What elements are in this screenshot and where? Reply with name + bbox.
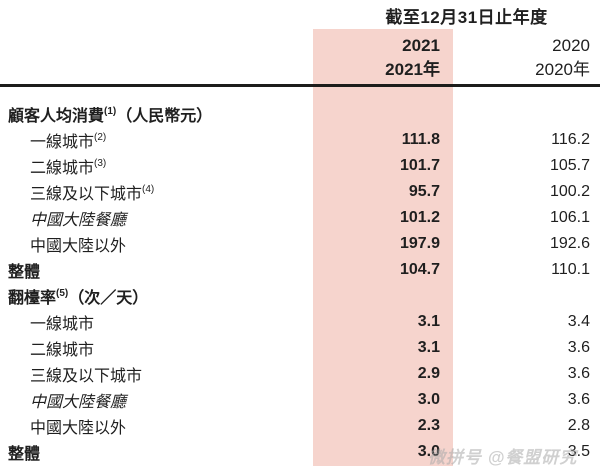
cell-2020: 3.4 — [567, 313, 590, 330]
table-row: 三線及以下城市(4) 95.7 100.2 — [0, 179, 590, 205]
row-label-suffix: （次／天） — [68, 290, 149, 307]
cell-2021: 101.2 — [399, 209, 440, 226]
cell-2020: 2.8 — [567, 417, 590, 434]
row-label: 中國大陸以外 — [0, 232, 310, 256]
cell-2021: 101.7 — [399, 157, 440, 174]
cell-2020: 3.6 — [567, 365, 590, 382]
footnote-ref: (5) — [56, 287, 69, 299]
row-label-text: 一線城市 — [30, 316, 95, 333]
row-label-text: 翻檯率 — [8, 290, 57, 307]
row-label: 二線城市(3) — [0, 154, 310, 178]
cell-2021: 2.9 — [417, 365, 440, 382]
column-header-2020: 2020 2020年 — [535, 34, 590, 82]
cell-2020: 3.5 — [567, 443, 590, 460]
cell-2021: 111.8 — [401, 131, 440, 148]
row-label: 整體 — [0, 440, 310, 464]
row-label-text: 二線城市 — [30, 160, 95, 177]
footnote-ref: (1) — [104, 105, 117, 117]
footnote-ref: (4) — [142, 183, 155, 195]
table-body: 顧客人均消費(1)（人民幣元） 一線城市(2) 111.8 116.2 二線城市… — [0, 101, 600, 465]
column-header-2021: 2021 2021年 — [385, 34, 440, 82]
row-label: 三線及以下城市 — [0, 362, 310, 386]
row-label: 一線城市(2) — [0, 128, 310, 152]
row-label-text: 二線城市 — [30, 342, 95, 359]
table-row-total: 整體 3.0 3.5 — [0, 439, 590, 465]
table-row: 中國大陸餐廳 3.0 3.6 — [0, 387, 590, 413]
row-label: 二線城市 — [0, 336, 310, 360]
column-header-2021-line2: 2021年 — [385, 60, 440, 79]
row-label-text: 整體 — [8, 446, 41, 463]
cell-2021: 3.1 — [417, 339, 440, 356]
column-header-2021-line1: 2021 — [402, 36, 440, 55]
table-row: 一線城市 3.1 3.4 — [0, 309, 590, 335]
cell-2021: 197.9 — [399, 235, 440, 252]
cell-2021: 2.3 — [417, 417, 440, 434]
table-row: 三線及以下城市 2.9 3.6 — [0, 361, 590, 387]
column-header-2020-line2: 2020年 — [535, 60, 590, 79]
cell-2021: 3.1 — [417, 313, 440, 330]
cell-2021: 3.0 — [417, 443, 440, 460]
cell-2021: 95.7 — [408, 183, 440, 200]
cell-2020: 116.2 — [551, 131, 590, 148]
row-label-text: 中國大陸餐廳 — [30, 212, 127, 229]
table-row-total: 整體 104.7 110.1 — [0, 257, 590, 283]
row-label: 三線及以下城市(4) — [0, 180, 310, 204]
row-label-text: 三線及以下城市 — [30, 368, 143, 385]
column-header-2020-line1: 2020 — [552, 36, 590, 55]
row-label: 翻檯率(5)（次／天） — [0, 284, 310, 308]
row-label-text: 一線城市 — [30, 134, 95, 151]
highlight-column-band — [313, 29, 453, 466]
cell-2020: 100.2 — [549, 183, 590, 200]
row-label: 中國大陸餐廳 — [0, 206, 310, 230]
table-row: 二線城市 3.1 3.6 — [0, 335, 590, 361]
footnote-ref: (2) — [94, 131, 107, 143]
row-label: 中國大陸餐廳 — [0, 388, 310, 412]
footnote-ref: (3) — [94, 157, 107, 169]
cell-2020: 192.6 — [549, 235, 590, 252]
row-label-text: 中國大陸以外 — [30, 420, 127, 437]
table-row: 二線城市(3) 101.7 105.7 — [0, 153, 590, 179]
cell-2021: 3.0 — [417, 391, 440, 408]
table-row: 中國大陸餐廳 101.2 106.1 — [0, 205, 590, 231]
cell-2020: 106.1 — [549, 209, 590, 226]
row-label: 一線城市 — [0, 310, 310, 334]
row-label: 顧客人均消費(1)（人民幣元） — [0, 102, 310, 126]
table-row: 中國大陸以外 197.9 192.6 — [0, 231, 590, 257]
table-row-section-spending: 顧客人均消費(1)（人民幣元） — [0, 101, 590, 127]
table-row: 中國大陸以外 2.3 2.8 — [0, 413, 590, 439]
row-label-text: 中國大陸餐廳 — [30, 394, 127, 411]
cell-2020: 3.6 — [567, 391, 590, 408]
table-row: 一線城市(2) 111.8 116.2 — [0, 127, 590, 153]
row-label-text: 三線及以下城市 — [30, 186, 143, 203]
table-period-title: 截至12月31日止年度 — [385, 8, 548, 27]
cell-2021: 104.7 — [399, 261, 440, 278]
cell-2020: 3.6 — [567, 339, 590, 356]
row-label: 整體 — [0, 258, 310, 282]
row-label-text: 中國大陸以外 — [30, 238, 127, 255]
watermark: 微拼号 @餐盟研究 — [428, 448, 578, 467]
row-label-text: 顧客人均消費 — [8, 108, 105, 125]
cell-2020: 105.7 — [549, 157, 590, 174]
table-row-section-turnover: 翻檯率(5)（次／天） — [0, 283, 590, 309]
cell-2020: 110.1 — [551, 261, 590, 278]
row-label: 中國大陸以外 — [0, 414, 310, 438]
header-divider-rule — [0, 84, 600, 87]
row-label-text: 整體 — [8, 264, 41, 281]
row-label-suffix: （人民幣元） — [116, 108, 213, 125]
